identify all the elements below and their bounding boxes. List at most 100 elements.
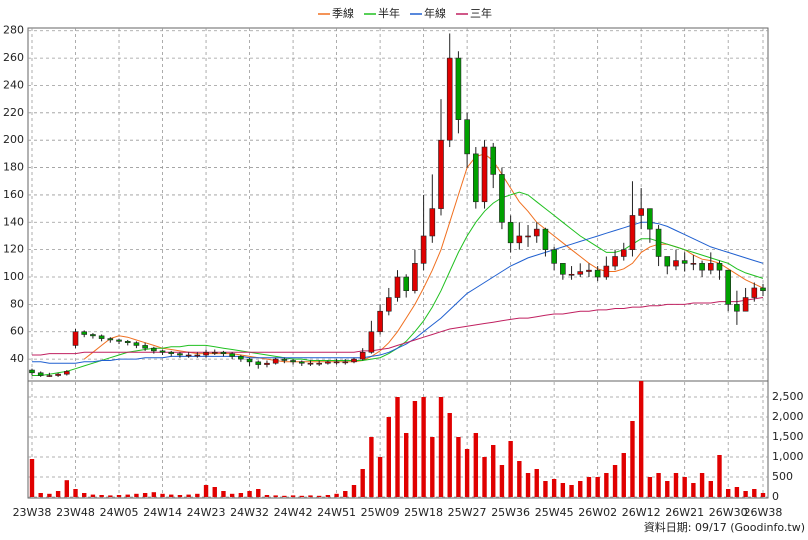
candle-body [690, 263, 697, 265]
y2-tick-label: 1,000 [772, 450, 804, 463]
candle-body [586, 269, 592, 272]
volume-bar [412, 401, 418, 497]
volume-bar [343, 491, 348, 497]
candle-body [211, 351, 218, 354]
candle-body [203, 351, 209, 356]
candle-body [490, 146, 497, 175]
volume-bar [708, 481, 713, 497]
candle-body [542, 228, 549, 250]
candle-body [412, 263, 418, 291]
y-tick-label: 120 [3, 243, 24, 256]
volume-bar [691, 483, 696, 497]
volume-bar [116, 495, 122, 497]
candle-body [481, 146, 488, 203]
candle-body [681, 260, 688, 264]
volume-bar [447, 413, 452, 497]
volume-bar [308, 495, 313, 497]
y-tick-label: 160 [3, 188, 24, 201]
candle-body [446, 57, 453, 141]
candle-body [107, 338, 114, 341]
candle-body [516, 235, 523, 244]
volume-bar [760, 493, 766, 497]
x-tick-label: 25W18 [404, 506, 443, 519]
y-tick-label: 140 [3, 215, 24, 228]
volume-bar [395, 397, 400, 497]
volume-bar [55, 491, 61, 497]
candle-body [290, 360, 296, 363]
candle-body [385, 297, 392, 312]
candle-body [464, 119, 470, 155]
candle-body [351, 358, 357, 363]
volume-bar [491, 445, 496, 497]
candle-body [551, 249, 557, 264]
x-tick-label: 26W21 [665, 506, 704, 519]
candle-body [316, 362, 322, 365]
candle-body [673, 260, 679, 267]
candle-body [455, 57, 462, 120]
legend-label: 季線 [332, 6, 354, 20]
x-tick-label: 23W38 [13, 506, 52, 519]
candle-body [525, 235, 531, 238]
y-tick-label: 260 [3, 51, 24, 64]
x-tick-label: 24W23 [187, 506, 226, 519]
candle-body [420, 235, 427, 264]
candle-body [429, 208, 436, 237]
volume-bar [421, 397, 426, 497]
volume-bar [256, 489, 261, 497]
volume-bar [543, 481, 548, 497]
candle-body [647, 208, 653, 230]
x-tick-label: 24W42 [274, 506, 313, 519]
volume-bar [464, 449, 470, 497]
volume-bar [238, 493, 244, 497]
candle-body [177, 353, 183, 356]
volume-bar [578, 481, 583, 497]
volume-bar [177, 495, 183, 497]
volume-bar [264, 495, 270, 497]
volume-bar [508, 441, 513, 497]
volume-bar [360, 469, 365, 497]
candle-body [333, 361, 340, 364]
x-tick-label: 23W48 [56, 506, 95, 519]
candle-body [246, 358, 253, 363]
candle-body [533, 228, 540, 237]
candle-body [194, 354, 201, 357]
candle-body [473, 153, 479, 203]
candle-body [151, 347, 157, 352]
candle-body [281, 358, 288, 361]
volume-bar [525, 473, 531, 497]
candle-body [742, 297, 749, 312]
volume-bar [473, 433, 479, 497]
volume-bar [604, 473, 609, 497]
volume-bar [47, 493, 52, 497]
volume-bar [369, 437, 374, 497]
volume-bar [752, 489, 757, 497]
candle-body [664, 256, 671, 267]
y-tick-label: 180 [3, 161, 24, 174]
y2-tick-label: 500 [772, 470, 793, 483]
x-tick-label: 25W36 [491, 506, 530, 519]
source-note: 資料日期: 09/17 (Goodinfo.tw) [644, 520, 805, 534]
x-tick-label: 26W02 [578, 506, 617, 519]
volume-bar [656, 473, 661, 497]
candle-body [264, 362, 270, 365]
y2-tick-label: 0 [772, 490, 779, 503]
volume-bar [90, 494, 96, 497]
volume-bar [38, 493, 43, 497]
y-tick-label: 40 [10, 352, 24, 365]
volume-bar [29, 459, 35, 497]
volume-bar [125, 494, 130, 497]
candle-body [560, 263, 566, 275]
volume-bar [82, 493, 87, 497]
volume-bar [325, 495, 331, 497]
volume-bar [725, 489, 731, 497]
volume-bar [186, 494, 191, 497]
volume-bar [569, 485, 574, 497]
volume-bar [142, 493, 148, 497]
volume-bar [482, 457, 487, 497]
candle-body [403, 276, 410, 291]
candle-body [168, 351, 175, 354]
x-tick-label: 24W14 [143, 506, 182, 519]
candle-body [81, 331, 88, 335]
candle-body [298, 361, 305, 364]
